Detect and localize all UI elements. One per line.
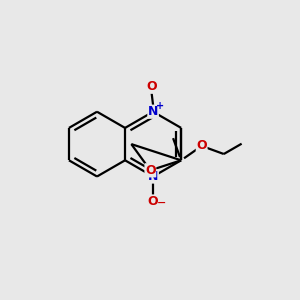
Text: O: O [145, 164, 156, 177]
Text: +: + [156, 101, 164, 111]
Text: N: N [148, 105, 158, 118]
Text: O: O [146, 80, 157, 93]
Text: N: N [148, 170, 158, 183]
Text: O: O [196, 140, 207, 152]
Text: −: − [157, 198, 166, 208]
Text: O: O [148, 195, 158, 208]
